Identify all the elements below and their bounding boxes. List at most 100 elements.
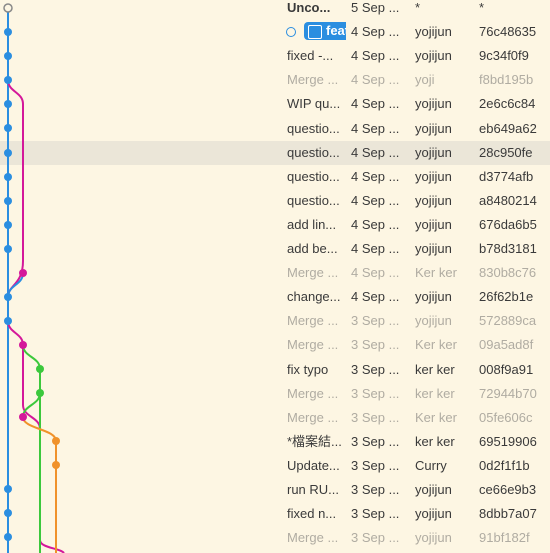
commit-date: 5 Sep ... <box>351 0 400 15</box>
commit-date: 4 Sep ... <box>351 265 400 281</box>
commit-author: yojijun <box>415 144 452 160</box>
commit-author: yojijun <box>415 96 452 112</box>
commit-node <box>52 437 60 445</box>
commit-node <box>4 221 12 229</box>
commit-date: 4 Sep ... <box>351 241 400 256</box>
commit-hash: 9c34f0f9 <box>479 48 529 64</box>
branch-line <box>7 79 24 298</box>
commit-message: fixed n... <box>287 506 337 522</box>
commit-node <box>4 173 12 181</box>
commit-node <box>4 149 12 157</box>
commit-hash: eb649a62 <box>479 120 537 136</box>
commit-message: change... <box>287 289 341 305</box>
commit-author: ker ker <box>415 385 455 401</box>
commit-row[interactable]: Update... 3 Sep ... Curry 0d2f1f1b <box>0 454 550 478</box>
commit-row[interactable]: Merge ... 3 Sep ... Ker ker 09a5ad8f <box>0 333 550 357</box>
commit-row[interactable]: add lin... 4 Sep ... yojijun 676da6b5 <box>0 213 550 237</box>
commit-hash: 8dbb7a07 <box>479 506 537 522</box>
commit-date: 3 Sep ... <box>351 361 400 377</box>
commit-row[interactable]: Merge ... 3 Sep ... yojijun 91bf182f <box>0 526 550 550</box>
commit-date: 3 Sep ... <box>351 457 400 473</box>
commit-hash: f8bd195b <box>479 72 534 88</box>
commit-message: feat <box>304 22 346 41</box>
commit-message: Merge ... <box>287 72 339 88</box>
commit-node <box>4 52 12 60</box>
commit-node <box>19 413 27 421</box>
commit-node <box>36 389 44 397</box>
commit-hash: a8480214 <box>479 192 537 208</box>
commit-date: 3 Sep ... <box>351 313 400 329</box>
commit-hash: 26f62b1e <box>479 289 534 305</box>
commit-row[interactable]: *檔案結... 3 Sep ... ker ker 69519906 <box>0 430 550 454</box>
commit-message: Merge ... <box>287 385 339 401</box>
commit-row[interactable]: change... 4 Sep ... yojijun 26f62b1e <box>0 285 550 309</box>
commit-author: yojijun <box>415 506 452 522</box>
commit-hash: 69519906 <box>479 433 537 449</box>
commit-message: questio... <box>287 192 340 208</box>
commit-node <box>4 245 12 253</box>
commit-message: fixed -... <box>287 48 334 64</box>
commit-author: yojijun <box>415 120 452 136</box>
commit-date: 4 Sep ... <box>351 289 400 305</box>
commit-row[interactable]: Merge ... 3 Sep ... ker ker 72944b70 <box>0 382 550 406</box>
commit-row[interactable]: fix typo 3 Sep ... ker ker 008f9a91 <box>0 358 550 382</box>
commit-row[interactable]: Merge ... 4 Sep ... yoji f8bd195b <box>0 68 550 92</box>
commit-author: yojijun <box>415 216 452 232</box>
commit-message: questio... <box>287 168 340 184</box>
commit-row[interactable]: run RU... 3 Sep ... yojijun ce66e9b3 <box>0 478 550 502</box>
commit-row[interactable]: fixed -... 4 Sep ... yojijun 9c34f0f9 <box>0 44 550 68</box>
commit-message: questio... <box>287 144 340 160</box>
commit-row[interactable]: add be... 4 Sep ... yojijun b78d3181 <box>0 237 550 261</box>
commit-author: yojijun <box>415 482 452 497</box>
commit-row[interactable]: Merge ... 4 Sep ... Ker ker 830b8c76 <box>0 261 550 285</box>
commit-author: yojijun <box>415 168 452 184</box>
commit-date: 3 Sep ... <box>351 409 400 425</box>
commit-node <box>19 341 27 349</box>
commit-date: 4 Sep ... <box>351 48 400 64</box>
commit-row[interactable]: questio... 4 Sep ... yojijun a8480214 <box>0 189 550 213</box>
commit-node <box>19 269 27 277</box>
commit-message: Unco... <box>287 0 331 15</box>
commit-author: Ker ker <box>415 265 457 281</box>
commit-date: 4 Sep ... <box>351 72 400 88</box>
commit-message: add be... <box>287 241 338 256</box>
commit-hash: 91bf182f <box>479 530 530 546</box>
commit-hash: 572889ca <box>479 313 537 329</box>
commit-hash: 830b8c76 <box>479 265 537 281</box>
commit-node <box>36 365 44 373</box>
commit-hash: * <box>479 0 485 15</box>
commit-date: 3 Sep ... <box>351 337 400 353</box>
commit-hash: 0d2f1f1b <box>479 457 530 473</box>
commit-row[interactable]: Unco... 5 Sep ... * * <box>0 0 550 20</box>
commit-message: Update... <box>287 457 340 473</box>
commit-author: Curry <box>415 457 447 473</box>
commit-hash: 008f9a91 <box>479 361 534 377</box>
commit-date: 4 Sep ... <box>351 144 400 160</box>
commit-date: 3 Sep ... <box>351 506 400 522</box>
commit-row[interactable]: fixed n... 3 Sep ... yojijun 8dbb7a07 <box>0 502 550 526</box>
commit-date: 4 Sep ... <box>351 216 400 232</box>
commit-row[interactable]: Merge ... 3 Sep ... yojijun 572889ca <box>0 309 550 333</box>
commit-date: 3 Sep ... <box>351 385 400 401</box>
commit-message: fix typo <box>287 361 329 377</box>
commit-row[interactable]: questio... 4 Sep ... yojijun d3774afb <box>0 165 550 189</box>
commit-hash: 2e6c6c84 <box>479 96 536 112</box>
commit-row[interactable]: questio... 4 Sep ... yojijun 28c950fe <box>0 140 550 165</box>
commit-author: yojijun <box>415 313 452 329</box>
commit-date: 3 Sep ... <box>351 433 400 449</box>
commit-hash: 05fe606c <box>479 409 533 425</box>
commit-row[interactable]: Merge ... 3 Sep ... Ker ker 05fe606c <box>0 406 550 430</box>
commit-node <box>4 533 12 541</box>
commit-row[interactable]: feat 4 Sep ... yojijun 76c48635 <box>0 20 550 44</box>
commit-author: Ker ker <box>415 337 457 353</box>
commit-row[interactable]: WIP qu... 4 Sep ... yojijun 2e6c6c84 <box>0 92 550 116</box>
commit-row[interactable]: questio... 4 Sep ... yojijun eb649a62 <box>0 117 550 141</box>
commit-node <box>4 509 12 517</box>
commit-message: Merge ... <box>287 530 339 546</box>
commit-hash: 72944b70 <box>479 385 537 401</box>
commit-author: yoji <box>415 72 435 88</box>
commit-author: yojijun <box>415 241 452 256</box>
commit-date: 4 Sep ... <box>351 192 400 208</box>
